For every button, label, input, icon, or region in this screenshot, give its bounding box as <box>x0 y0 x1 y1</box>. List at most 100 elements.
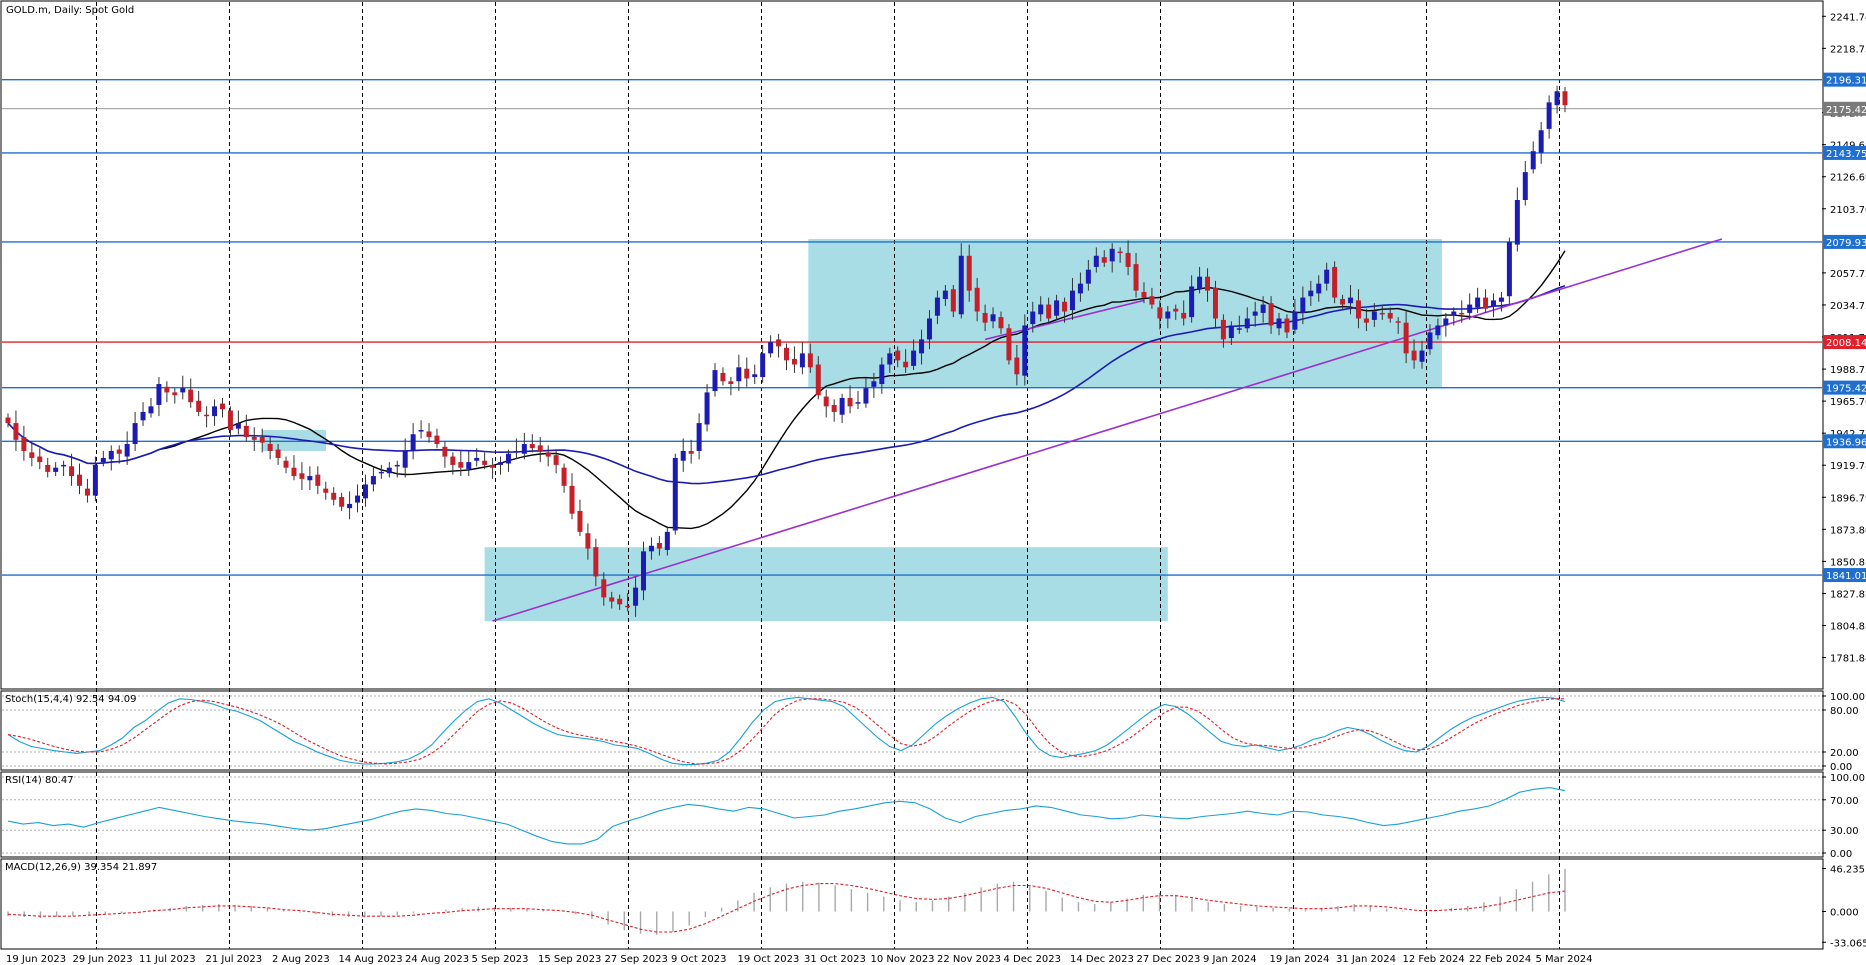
candle-body <box>339 497 344 507</box>
candle-body <box>967 256 972 291</box>
date-tick-label: 5 Mar 2024 <box>1536 954 1593 965</box>
candle-body <box>1165 312 1170 319</box>
level-tag-label: 1841.01 <box>1826 571 1866 582</box>
candle-body <box>649 546 654 552</box>
candle-body <box>601 579 606 597</box>
candle-body <box>307 476 312 480</box>
candle-body <box>1269 303 1274 325</box>
candle-body <box>212 406 217 416</box>
candle-body <box>998 317 1003 328</box>
candle-body <box>1388 313 1393 319</box>
date-tick-label: 9 Jan 2024 <box>1203 954 1257 965</box>
candle-body <box>69 466 74 476</box>
candle-body <box>927 319 932 340</box>
candle-body <box>943 291 948 299</box>
candle-body <box>824 397 829 407</box>
candle-body <box>1555 91 1560 105</box>
candle-body <box>180 388 185 392</box>
date-tick-label: 29 Jun 2023 <box>73 954 133 965</box>
candle-body <box>514 451 519 453</box>
candle-body <box>752 374 757 377</box>
candle-body <box>776 339 781 346</box>
date-tick-label: 4 Dec 2023 <box>1004 954 1062 965</box>
candle-body <box>1332 267 1337 298</box>
candle-body <box>1197 277 1202 290</box>
candle-body <box>1515 200 1520 245</box>
candle-body <box>442 447 447 457</box>
candle-body <box>1284 319 1289 333</box>
candle-body <box>1404 323 1409 354</box>
macd-tick-label: 0.000 <box>1830 908 1859 919</box>
candle-body <box>832 405 837 412</box>
candle-body <box>466 462 471 469</box>
candle-body <box>498 462 503 465</box>
candle-body <box>951 289 956 311</box>
candle-body <box>1237 328 1242 330</box>
candle-body <box>1046 305 1051 319</box>
candle-body <box>148 406 153 413</box>
candle-body <box>863 388 868 403</box>
candle-body <box>1189 286 1194 317</box>
date-tick-label: 19 Jun 2023 <box>6 954 66 965</box>
candle-body <box>1245 319 1250 329</box>
price-tick-label: 1965.76 <box>1830 397 1866 408</box>
candle-body <box>903 362 908 368</box>
candle-body <box>29 452 34 458</box>
candle-body <box>482 461 487 465</box>
candle-body <box>1356 300 1361 318</box>
candle-body <box>1563 91 1568 105</box>
candle-body <box>784 348 789 361</box>
candle-body <box>419 430 424 432</box>
candle-body <box>554 455 559 465</box>
candle-body <box>387 468 392 474</box>
candle-body <box>37 457 42 463</box>
candle-body <box>395 465 400 467</box>
candle-body <box>1396 321 1401 323</box>
candle-body <box>236 423 241 429</box>
candle-body <box>1420 351 1425 362</box>
candle-body <box>347 504 352 508</box>
candle-body <box>260 437 265 443</box>
candle-body <box>577 511 582 532</box>
candle-body <box>1539 130 1544 152</box>
candle-body <box>1547 102 1552 128</box>
candle-body <box>887 353 892 364</box>
candle-body <box>61 465 66 467</box>
date-tick-label: 31 Oct 2023 <box>804 954 866 965</box>
macd-label: MACD(12,26,9) 39.354 21.897 <box>5 862 157 873</box>
candle-body <box>1006 328 1011 360</box>
date-tick-label: 2 Aug 2023 <box>272 954 330 965</box>
candle-body <box>506 454 511 464</box>
candle-body <box>983 313 988 323</box>
candle-body <box>1213 288 1218 319</box>
candle-body <box>1380 313 1385 315</box>
candle-body <box>474 458 479 461</box>
level-tag-label: 1936.96 <box>1826 437 1866 448</box>
level-tag-label: 2175.42 <box>1826 105 1866 116</box>
candle-body <box>697 423 702 451</box>
candle-body <box>1062 302 1067 312</box>
date-tick-label: 10 Nov 2023 <box>871 954 935 965</box>
candle-body <box>959 256 964 315</box>
candle-body <box>1054 300 1059 315</box>
candle-body <box>1157 307 1162 318</box>
date-tick-label: 19 Jan 2024 <box>1270 954 1330 965</box>
candle-body <box>1181 313 1186 319</box>
candle-body <box>991 314 996 321</box>
candle-body <box>689 451 694 454</box>
candle-body <box>617 599 622 605</box>
date-tick-label: 14 Dec 2023 <box>1070 954 1134 965</box>
candle-body <box>816 365 821 396</box>
candle-body <box>244 426 249 437</box>
candle-body <box>355 496 360 503</box>
candle-body <box>1102 257 1107 263</box>
candle-body <box>744 369 749 379</box>
candle-body <box>1483 298 1488 309</box>
range-zone-lower <box>485 547 1168 621</box>
date-tick-label: 31 Jan 2024 <box>1336 954 1396 965</box>
candle-body <box>315 475 320 486</box>
candle-body <box>808 353 813 367</box>
stoch-label: Stoch(15,4,4) 92.54 94.09 <box>5 694 136 705</box>
